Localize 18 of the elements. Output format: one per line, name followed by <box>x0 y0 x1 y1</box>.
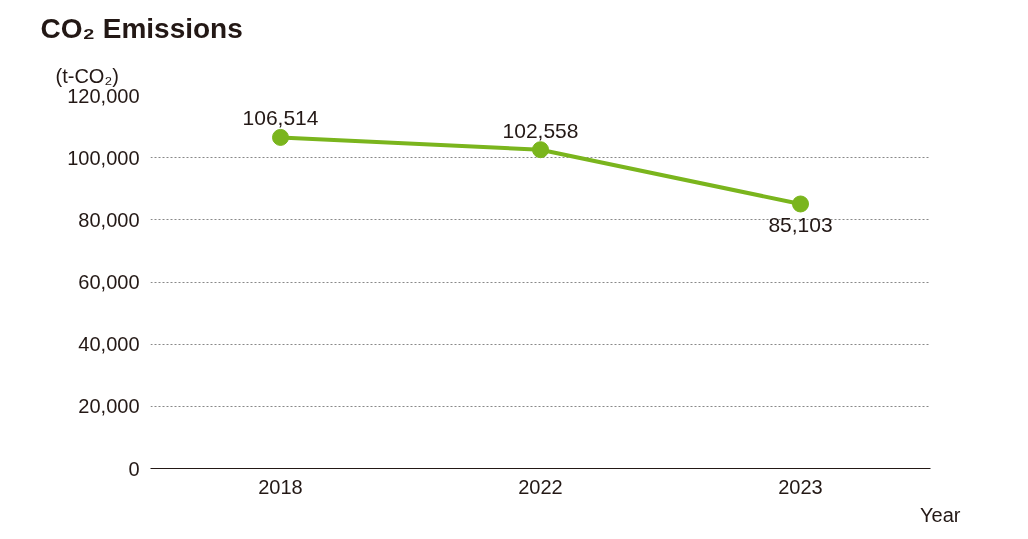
y-tick-label: 80,000 <box>78 208 140 231</box>
point <box>532 141 549 159</box>
data-label: 106,514 <box>242 106 319 130</box>
y-tick-label: 100,000 <box>67 146 140 169</box>
data-label: 85,103 <box>768 212 833 236</box>
x-axis-title: Year <box>920 503 961 526</box>
y-tick-label: 60,000 <box>78 271 140 293</box>
x-tick-label: 2022 <box>518 475 563 498</box>
y-tick-label: 0 <box>128 457 140 480</box>
y-tick-label: 40,000 <box>78 333 140 356</box>
point <box>792 195 809 213</box>
y-axis-title: (t-CO₂) <box>55 64 119 87</box>
data-label: 102,558 <box>502 118 579 142</box>
x-tick-label: 2023 <box>778 475 823 498</box>
point <box>272 128 289 146</box>
x-tick-label: 2018 <box>258 475 303 498</box>
chart-title: CO₂ Emissions <box>40 12 243 44</box>
y-tick-label: 20,000 <box>78 395 140 418</box>
